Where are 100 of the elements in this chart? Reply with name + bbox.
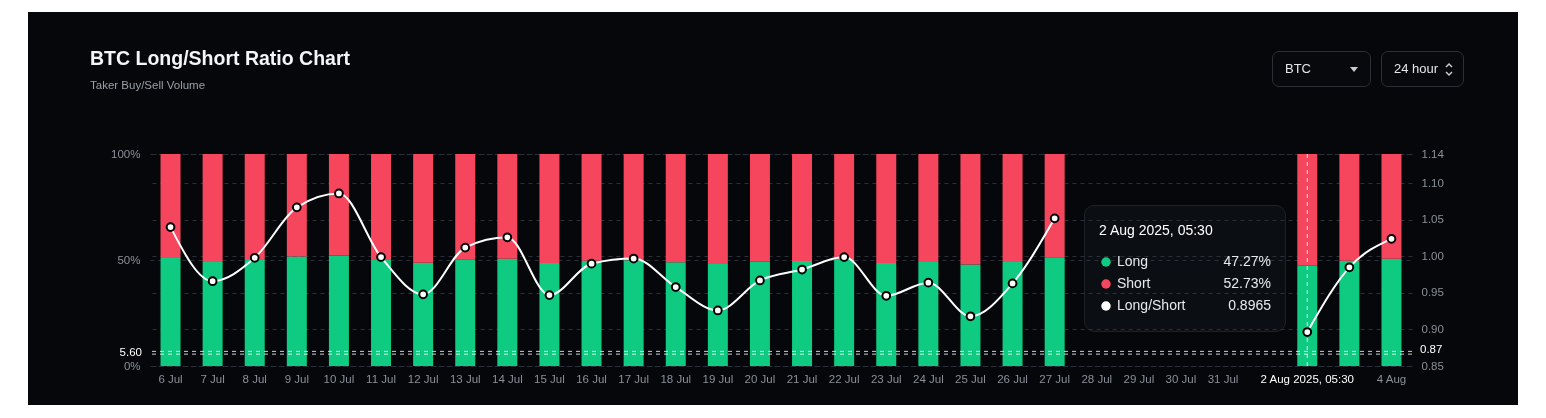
x-tick-label: 26 Jul	[997, 372, 1028, 385]
bar	[960, 264, 981, 366]
bar	[1297, 154, 1318, 266]
bar	[413, 262, 434, 366]
ref-line-label: 0.87	[1420, 343, 1443, 356]
point	[755, 275, 765, 286]
point	[165, 222, 176, 232]
point	[965, 311, 976, 322]
bar	[1002, 154, 1023, 262]
bar	[202, 261, 223, 366]
x-tick-label: 22 Jul	[828, 372, 860, 385]
y2-tick-label: 0.95	[1421, 286, 1444, 299]
bar	[497, 258, 518, 366]
annotation: 52.73%	[1223, 275, 1271, 291]
bar	[1381, 154, 1402, 259]
point	[544, 290, 555, 300]
dropdown: BTC	[1272, 51, 1371, 87]
x-tick-label: 4 Aug	[1376, 372, 1407, 385]
bar	[328, 154, 349, 256]
point	[502, 232, 513, 243]
bar	[202, 154, 223, 262]
x-tick-label: 25 Jul	[955, 372, 986, 385]
bar	[581, 154, 602, 261]
bar	[918, 261, 939, 366]
x-tick-label: 17 Jul	[618, 372, 649, 385]
bar	[1381, 258, 1402, 366]
bar	[1044, 154, 1065, 258]
bar	[539, 154, 560, 263]
bar	[1002, 261, 1023, 366]
bar	[455, 154, 476, 260]
bar	[328, 255, 349, 366]
bar	[371, 260, 392, 366]
y-tick-label: 50%	[117, 253, 141, 266]
point	[1049, 213, 1060, 224]
bar	[455, 259, 476, 366]
point	[1386, 233, 1397, 244]
bar	[918, 154, 939, 262]
legend-label: Long	[1117, 253, 1149, 269]
legend-title: 2 Aug 2025, 05:30	[1099, 222, 1213, 238]
y-tick-label: 100%	[111, 147, 141, 160]
annotation: 47.27%	[1223, 253, 1271, 269]
bar	[413, 154, 434, 263]
y2-tick-label: 1.00	[1421, 249, 1444, 262]
bar	[665, 154, 686, 263]
bar	[623, 154, 644, 261]
x-tick-label: 19 Jul	[702, 372, 734, 385]
point	[249, 252, 260, 263]
x-tick-label: 11 Jul	[366, 372, 396, 385]
point	[334, 188, 344, 199]
bar	[665, 262, 686, 366]
bar	[581, 260, 602, 366]
bar	[371, 154, 392, 260]
x-tick-label: 9 Jul	[284, 372, 309, 385]
select-box: 24 hour	[1381, 51, 1464, 87]
bar	[539, 262, 560, 366]
point	[376, 252, 386, 262]
x-tick-label: 20 Jul	[744, 372, 776, 385]
y-tick-label: 0%	[123, 359, 141, 372]
y2-tick-label: 1.10	[1421, 176, 1444, 189]
bar	[160, 154, 181, 258]
chart-title: BTC Long/Short Ratio Chart	[90, 46, 350, 70]
x-tick-label: 16 Jul	[576, 372, 607, 385]
legend-label: Long/Short	[1117, 297, 1186, 313]
point	[1302, 327, 1313, 337]
x-tick-label: 10 Jul	[323, 372, 355, 385]
annotation: 0.8965	[1228, 297, 1272, 313]
x-tick-label: 13 Jul	[449, 372, 481, 385]
bar	[623, 260, 644, 366]
x-tick-label: 23 Jul	[870, 372, 902, 385]
x-tick-label: 18 Jul	[660, 372, 692, 385]
point	[628, 253, 639, 264]
point	[586, 258, 597, 269]
x-tick-label: 6 Jul	[158, 372, 183, 385]
point	[881, 290, 892, 301]
x-tick-label: 15 Jul	[534, 372, 565, 385]
bar	[707, 154, 728, 265]
bar	[1044, 257, 1065, 366]
x-tick-label: 14 Jul	[491, 372, 523, 385]
bar	[244, 154, 265, 260]
bar	[286, 256, 307, 366]
x-tick-label: 8 Jul	[242, 372, 267, 385]
x-tick-label: 30 Jul	[1165, 372, 1197, 385]
point	[797, 264, 807, 275]
point	[712, 305, 723, 316]
x-tick-label: 28 Jul	[1081, 372, 1113, 385]
bar	[1297, 265, 1318, 366]
bar	[707, 264, 728, 366]
bar	[960, 154, 981, 265]
x-tick-label: 21 Jul	[786, 372, 818, 385]
point	[1007, 278, 1018, 289]
bar	[749, 261, 770, 366]
legend-label: Short	[1117, 275, 1151, 291]
y2-tick-label: 1.14	[1421, 147, 1445, 160]
bar	[876, 154, 897, 263]
chart-subtitle: Taker Buy/Sell Volume	[90, 78, 206, 92]
x-tick-label: 31 Jul	[1207, 372, 1239, 385]
bar	[834, 260, 855, 366]
y2-tick-label: 0.85	[1421, 359, 1444, 372]
bar	[1339, 260, 1360, 366]
x-tick-label: 7 Jul	[200, 372, 225, 385]
